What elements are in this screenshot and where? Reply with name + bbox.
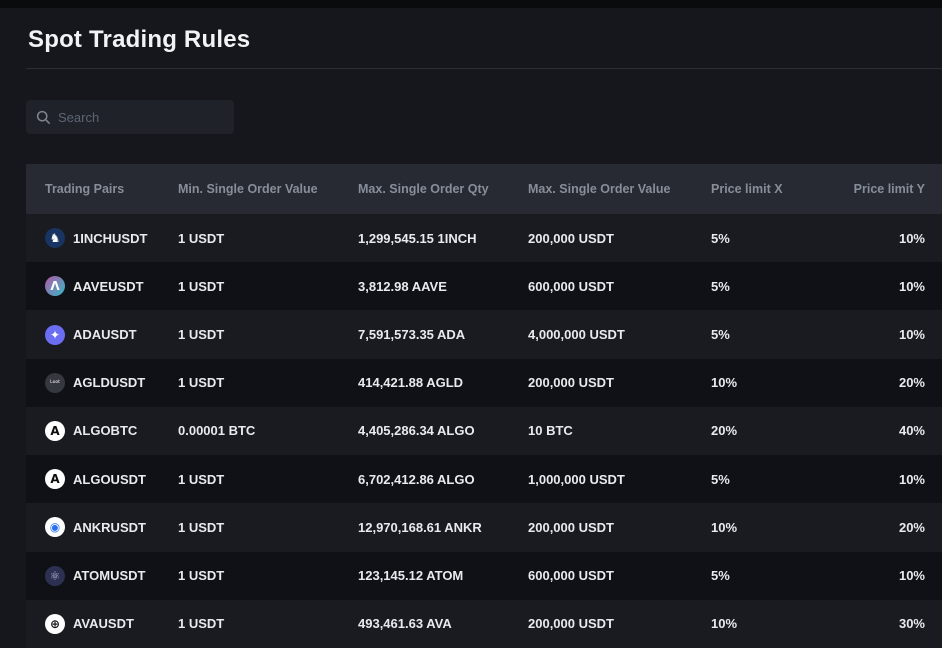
max-qty-cell: 6,702,412.86 ALGO [358,471,475,487]
max-qty-cell: 493,461.63 AVA [358,616,452,632]
column-header: Price limit Y [853,182,925,196]
agld-coin-icon: Loot [45,372,65,393]
table-row[interactable]: ♞ 1INCHUSDT 1 USDT 1,299,545.15 1INCH 200,00… [26,214,942,263]
max-value-cell: 200,000 USDT [528,519,614,535]
ankr-coin-icon: ◉ [45,517,65,538]
limit-x-cell: 20% [711,423,738,439]
limit-y-cell: 20% [898,519,925,535]
table-row[interactable]: Λ AAVEUSDT 1 USDT 3,812.98 AAVE 600,000 USDT… [26,262,942,311]
trading-pair-cell: Λ AAVEUSDT [26,276,178,297]
min-value-cell: 1 USDT [178,375,225,391]
search-box[interactable] [26,100,234,134]
trading-pair-cell: A ALGOBTC [26,420,178,441]
limit-x-cell: 10% [711,519,738,535]
top-edge-strip [0,0,942,8]
max-value-cell: 200,000 USDT [528,230,614,246]
table-body: ♞ 1INCHUSDT 1 USDT 1,299,545.15 1INCH 200,00… [26,214,942,648]
table-header-row: Trading Pairs Min. Single Order Value Max.… [26,164,942,214]
min-value-cell: 1 USDT [178,278,225,294]
limit-y-cell: 10% [898,568,925,584]
trading-pair-cell: Loot AGLDUSDT [26,372,178,393]
min-value-cell: 1 USDT [178,230,225,246]
trading-rules-table: Trading Pairs Min. Single Order Value Max.… [26,164,942,648]
table-row[interactable]: ✦ ADAUSDT 1 USDT 7,591,573.35 ADA 4,000,000 … [26,310,942,359]
trading-pair-name: AAVEUSDT [73,278,144,294]
ada-coin-icon: ✦ [45,324,65,345]
min-value-cell: 1 USDT [178,568,225,584]
search-input[interactable] [58,109,218,125]
table-row[interactable]: ⚛ ATOMUSDT 1 USDT 123,145.12 ATOM 600,000 US… [26,551,942,600]
max-value-cell: 600,000 USDT [528,568,614,584]
max-qty-cell: 12,970,168.61 ANKR [358,519,482,535]
column-header: Price limit X [711,182,783,196]
table-row[interactable]: A ALGOBTC 0.00001 BTC 4,405,286.34 ALGO 10 B… [26,406,942,456]
trading-pair-name: ADAUSDT [73,327,137,343]
1inch-coin-icon: ♞ [45,228,65,249]
limit-y-cell: 40% [898,423,925,439]
limit-y-cell: 10% [898,327,925,343]
min-value-cell: 0.00001 BTC [178,423,256,439]
max-qty-cell: 1,299,545.15 1INCH [358,230,477,246]
max-value-cell: 600,000 USDT [528,278,614,294]
trading-pair-name: ANKRUSDT [73,519,146,535]
trading-pair-name: ALGOBTC [73,423,138,439]
trading-pair-cell: ⚛ ATOMUSDT [26,565,178,586]
column-header: Min. Single Order Value [178,182,318,196]
aave-coin-icon: Λ [45,276,65,297]
limit-x-cell: 5% [711,278,730,294]
max-qty-cell: 4,405,286.34 ALGO [358,423,475,439]
column-header: Max. Single Order Qty [358,182,489,196]
trading-pair-name: AGLDUSDT [73,375,146,391]
limit-y-cell: 30% [898,616,925,632]
limit-y-cell: 10% [898,278,925,294]
max-qty-cell: 7,591,573.35 ADA [358,327,466,343]
limit-y-cell: 20% [898,375,925,391]
limit-y-cell: 10% [898,471,925,487]
trading-pair-name: ALGOUSDT [73,471,146,487]
max-value-cell: 200,000 USDT [528,616,614,632]
title-divider [26,68,942,69]
column-header: Trading Pairs [45,182,125,196]
search-icon [36,110,50,124]
limit-x-cell: 5% [711,327,730,343]
min-value-cell: 1 USDT [178,519,225,535]
table-row[interactable]: A ALGOUSDT 1 USDT 6,702,412.86 ALGO 1,000,00… [26,455,942,504]
limit-y-cell: 10% [898,230,925,246]
min-value-cell: 1 USDT [178,616,225,632]
trading-pair-cell: ◉ ANKRUSDT [26,517,178,538]
limit-x-cell: 10% [711,616,738,632]
trading-pair-cell: A ALGOUSDT [26,469,178,490]
column-header: Max. Single Order Value [528,182,671,196]
ava-coin-icon: ⊕ [45,613,65,634]
trading-pair-name: AVAUSDT [73,616,134,632]
atom-coin-icon: ⚛ [45,565,65,586]
limit-x-cell: 5% [711,230,730,246]
min-value-cell: 1 USDT [178,471,225,487]
table-row[interactable]: Loot AGLDUSDT 1 USDT 414,421.88 AGLD 200,000… [26,358,942,407]
trading-pair-cell: ♞ 1INCHUSDT [26,228,178,249]
max-qty-cell: 123,145.12 ATOM [358,568,464,584]
algo-coin-icon: A [45,469,65,490]
max-value-cell: 200,000 USDT [528,375,614,391]
table-row[interactable]: ◉ ANKRUSDT 1 USDT 12,970,168.61 ANKR 200,000… [26,503,942,552]
limit-x-cell: 10% [711,375,738,391]
max-value-cell: 1,000,000 USDT [528,471,625,487]
trading-pair-cell: ✦ ADAUSDT [26,324,178,345]
min-value-cell: 1 USDT [178,327,225,343]
page-title: Spot Trading Rules [28,26,251,53]
algo-coin-icon: A [45,420,65,441]
max-qty-cell: 3,812.98 AAVE [358,278,447,294]
limit-x-cell: 5% [711,471,730,487]
trading-pair-name: ATOMUSDT [73,568,146,584]
max-value-cell: 10 BTC [528,423,573,439]
trading-pair-cell: ⊕ AVAUSDT [26,613,178,634]
trading-pair-name: 1INCHUSDT [73,230,148,246]
table-row[interactable]: ⊕ AVAUSDT 1 USDT 493,461.63 AVA 200,000 USDT… [26,599,942,648]
max-value-cell: 4,000,000 USDT [528,327,625,343]
max-qty-cell: 414,421.88 AGLD [358,375,464,391]
limit-x-cell: 5% [711,568,730,584]
